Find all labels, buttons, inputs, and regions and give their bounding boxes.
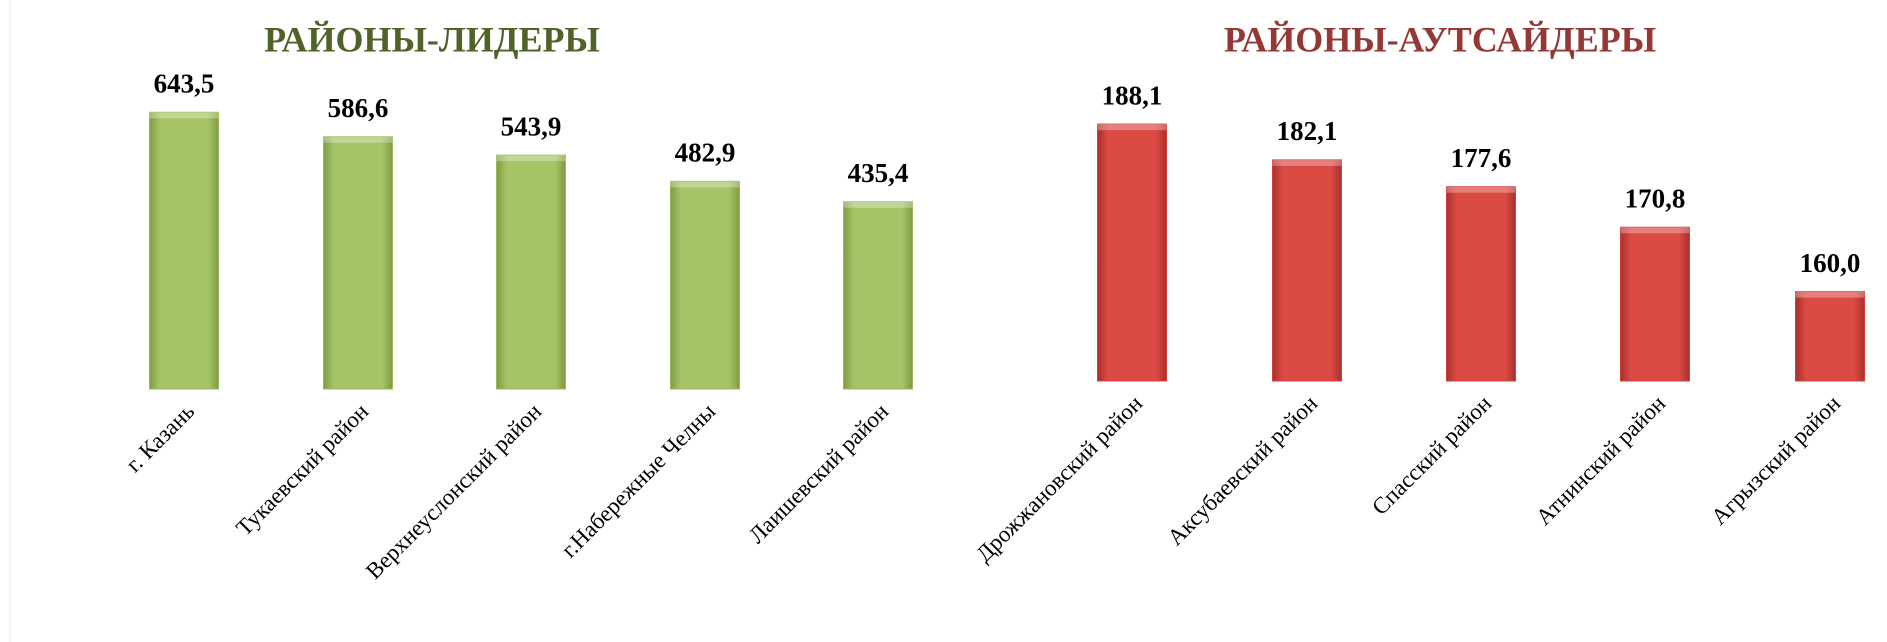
data-label: 160,0 [1800,248,1861,278]
bar [1795,291,1865,382]
chart-title: РАЙОНЫ-АУТСАЙДЕРЫ [1224,19,1656,59]
bar [1272,159,1342,382]
bar-top [670,181,740,188]
x-tick-label: Лаишевский район [744,399,893,548]
data-label: 182,1 [1277,116,1338,146]
data-label: 643,5 [154,68,215,98]
bar [1097,123,1167,382]
data-label: 482,9 [675,138,736,168]
x-tick-label: Аксубаевский район [1163,391,1323,551]
bar [149,111,219,390]
bar [323,136,393,390]
bar-top [1272,159,1342,166]
x-tick-label: Спасский район [1367,391,1496,520]
bar-top [1446,186,1516,193]
bar-top [496,155,566,162]
chart-title: РАЙОНЫ-ЛИДЕРЫ [264,19,600,59]
x-tick-label: Атнинский район [1531,391,1670,530]
x-tick-label: Тукаевский район [231,399,373,541]
x-tick-label: г. Казань [121,399,199,477]
bar-top [149,112,219,119]
bar [1620,226,1690,382]
x-tick-label: Дрожжановский район [971,391,1147,567]
x-tick-label: Агрызский район [1706,391,1845,530]
data-label: 188,1 [1102,80,1163,110]
bar-top [843,201,913,208]
data-label: 170,8 [1625,183,1686,213]
data-label: 543,9 [501,111,562,141]
data-label: 435,4 [848,158,909,188]
bar [496,154,566,390]
bar-top [323,136,393,143]
bar-top [1620,227,1690,234]
x-tick-label: Верхнеуслонский район [361,399,546,584]
bar-top [1097,124,1167,131]
bar [843,201,913,390]
bar [670,180,740,390]
bar-top [1795,291,1865,298]
data-label: 177,6 [1451,143,1512,173]
bar [1446,186,1516,382]
data-label: 586,6 [328,93,389,123]
x-tick-label: г.Набережные Челны [556,399,720,563]
